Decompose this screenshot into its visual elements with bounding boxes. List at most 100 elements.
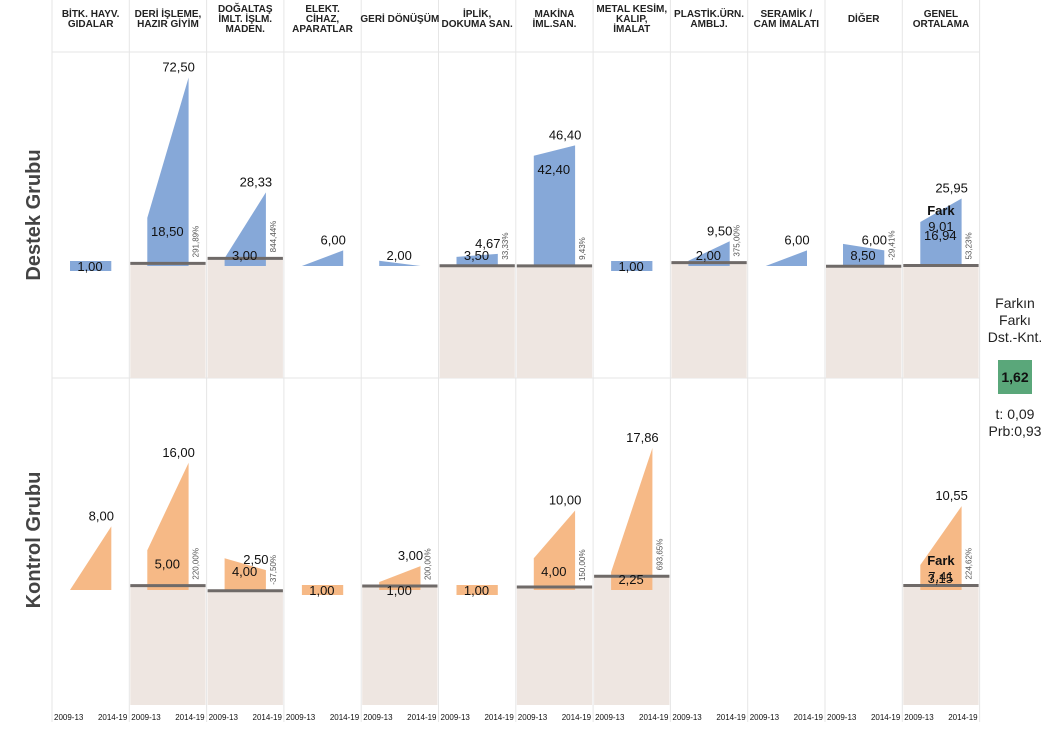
series-area bbox=[379, 260, 421, 266]
value-label-2014-19: 8,00 bbox=[89, 508, 114, 523]
value-label-2009-13: 1,00 bbox=[464, 583, 489, 598]
x-tick-2014-19: 2014-19 bbox=[794, 713, 824, 722]
baseline-band bbox=[594, 576, 670, 705]
value-label-2009-13: 2,00 bbox=[387, 248, 412, 263]
value-label-2014-19: 2,50 bbox=[243, 552, 268, 567]
x-tick-2014-19: 2014-19 bbox=[871, 713, 901, 722]
column-header: DERİ İŞLEME, HAZIR GİYİM bbox=[135, 7, 202, 30]
x-tick-2009-13: 2009-13 bbox=[672, 713, 702, 722]
column-header: DOĞALTAŞ İMLT. İŞLM. MADEN. bbox=[218, 2, 273, 35]
change-percent-label: 200,00% bbox=[424, 548, 433, 580]
x-tick-2014-19: 2014-19 bbox=[98, 713, 128, 722]
series-area bbox=[301, 585, 344, 595]
change-percent-label: 150,00% bbox=[578, 549, 587, 581]
column-header: PLASTİK.ÜRN. AMBLJ. bbox=[674, 7, 744, 30]
value-label-2009-13: 4,00 bbox=[541, 564, 566, 579]
column-header: BİTK. HAYV. GIDALAR bbox=[62, 7, 120, 30]
x-tick-2009-13: 2009-13 bbox=[286, 713, 316, 722]
series-area bbox=[765, 250, 807, 266]
series-area bbox=[920, 198, 962, 266]
baseline-band bbox=[516, 265, 593, 378]
value-label-2009-13: 3,00 bbox=[232, 248, 257, 263]
baseline-band bbox=[207, 590, 283, 705]
side-title-3: Dst.-Knt. bbox=[987, 329, 1043, 345]
series-area bbox=[224, 192, 266, 266]
value-label-2014-19: 25,95 bbox=[935, 181, 968, 196]
value-label-2014-19: 6,00 bbox=[321, 232, 346, 247]
value-label-2014-19: 46,40 bbox=[549, 127, 582, 142]
row-label-kontrol: Kontrol Grubu bbox=[23, 472, 45, 609]
baseline-band bbox=[516, 587, 593, 705]
value-label-2014-19: 28,33 bbox=[240, 174, 273, 189]
baseline-band bbox=[207, 258, 283, 378]
baseline-band bbox=[439, 265, 515, 378]
series-area bbox=[611, 261, 653, 271]
column-header: İPLİK, DOKUMA SAN. bbox=[442, 7, 514, 30]
baseline-band bbox=[130, 263, 206, 378]
x-tick-2009-13: 2009-13 bbox=[827, 713, 857, 722]
fark-label: Fark bbox=[927, 553, 955, 568]
change-percent-label: 224,62% bbox=[965, 548, 974, 580]
change-percent-label: -29,41% bbox=[887, 230, 896, 260]
x-tick-2009-13: 2009-13 bbox=[595, 713, 625, 722]
fark-value: 9,01 bbox=[928, 219, 953, 234]
change-percent-label: 844,44% bbox=[269, 221, 278, 253]
baseline-band bbox=[903, 585, 979, 705]
value-label-2009-13: 2,25 bbox=[618, 572, 643, 587]
column-header: SERAMİK / CAM İMALATI bbox=[754, 7, 820, 30]
value-label-2009-13: 16,94 bbox=[924, 228, 957, 243]
x-tick-2014-19: 2014-19 bbox=[484, 713, 514, 722]
x-tick-2014-19: 2014-19 bbox=[716, 713, 746, 722]
series-area bbox=[379, 566, 421, 590]
column-header: MAKİNA İML.SAN. bbox=[533, 7, 577, 30]
x-tick-2009-13: 2009-13 bbox=[54, 713, 84, 722]
baseline-band bbox=[671, 262, 747, 378]
series-area bbox=[920, 506, 962, 590]
x-tick-2014-19: 2014-19 bbox=[407, 713, 437, 722]
column-header: GENEL ORTALAMA bbox=[913, 9, 969, 30]
series-area bbox=[147, 77, 189, 266]
series-area bbox=[611, 448, 653, 590]
x-tick-2014-19: 2014-19 bbox=[639, 713, 669, 722]
value-label-2014-19: 3,00 bbox=[398, 548, 423, 563]
series-area bbox=[533, 510, 576, 590]
column-header: METAL KESİM, KALIP, İMALAT bbox=[596, 2, 667, 35]
x-tick-2009-13: 2009-13 bbox=[904, 713, 934, 722]
value-label-2009-13: 3,15 bbox=[928, 571, 953, 586]
baseline-band bbox=[130, 585, 206, 705]
x-tick-2009-13: 2009-13 bbox=[441, 713, 471, 722]
series-area bbox=[70, 261, 112, 271]
value-label-2009-13: 3,50 bbox=[464, 248, 489, 263]
column-header: DİĞER bbox=[848, 12, 880, 25]
value-label-2014-19: 4,67 bbox=[475, 236, 500, 251]
value-label-2014-19: 16,00 bbox=[162, 445, 195, 460]
baseline-band bbox=[362, 586, 438, 705]
series-area bbox=[533, 145, 576, 266]
side-panel: Farkın Farkı Dst.-Knt. 1,62 t: 0,09 Prb:… bbox=[985, 295, 1045, 440]
column-header: ELEKT. CİHAZ, APARATLAR bbox=[292, 4, 354, 35]
value-label-2014-19: 17,86 bbox=[626, 430, 659, 445]
x-tick-2009-13: 2009-13 bbox=[131, 713, 161, 722]
value-label-2014-19: 6,00 bbox=[784, 232, 809, 247]
value-label-2009-13: 8,50 bbox=[850, 248, 875, 263]
series-area bbox=[224, 558, 266, 590]
baseline-band bbox=[826, 266, 902, 378]
value-label-2014-19: 72,50 bbox=[162, 60, 195, 75]
value-label-2009-13: 5,00 bbox=[155, 556, 180, 571]
x-tick-2014-19: 2014-19 bbox=[562, 713, 592, 722]
value-label-2009-13: 18,50 bbox=[151, 224, 184, 239]
x-tick-2009-13: 2009-13 bbox=[363, 713, 393, 722]
series-area bbox=[688, 241, 730, 266]
probability: Prb:0,93 bbox=[988, 423, 1042, 439]
change-percent-label: 9,43% bbox=[578, 237, 587, 260]
fark-label: Fark bbox=[927, 203, 955, 218]
series-area bbox=[456, 253, 498, 266]
value-label-2009-13: 1,00 bbox=[618, 259, 643, 274]
series-area bbox=[147, 462, 189, 590]
baseline-band bbox=[903, 265, 979, 378]
change-percent-label: 693,65% bbox=[655, 539, 664, 571]
series-area bbox=[70, 526, 112, 590]
side-title-2: Farkı bbox=[999, 312, 1031, 328]
x-tick-2009-13: 2009-13 bbox=[209, 713, 239, 722]
